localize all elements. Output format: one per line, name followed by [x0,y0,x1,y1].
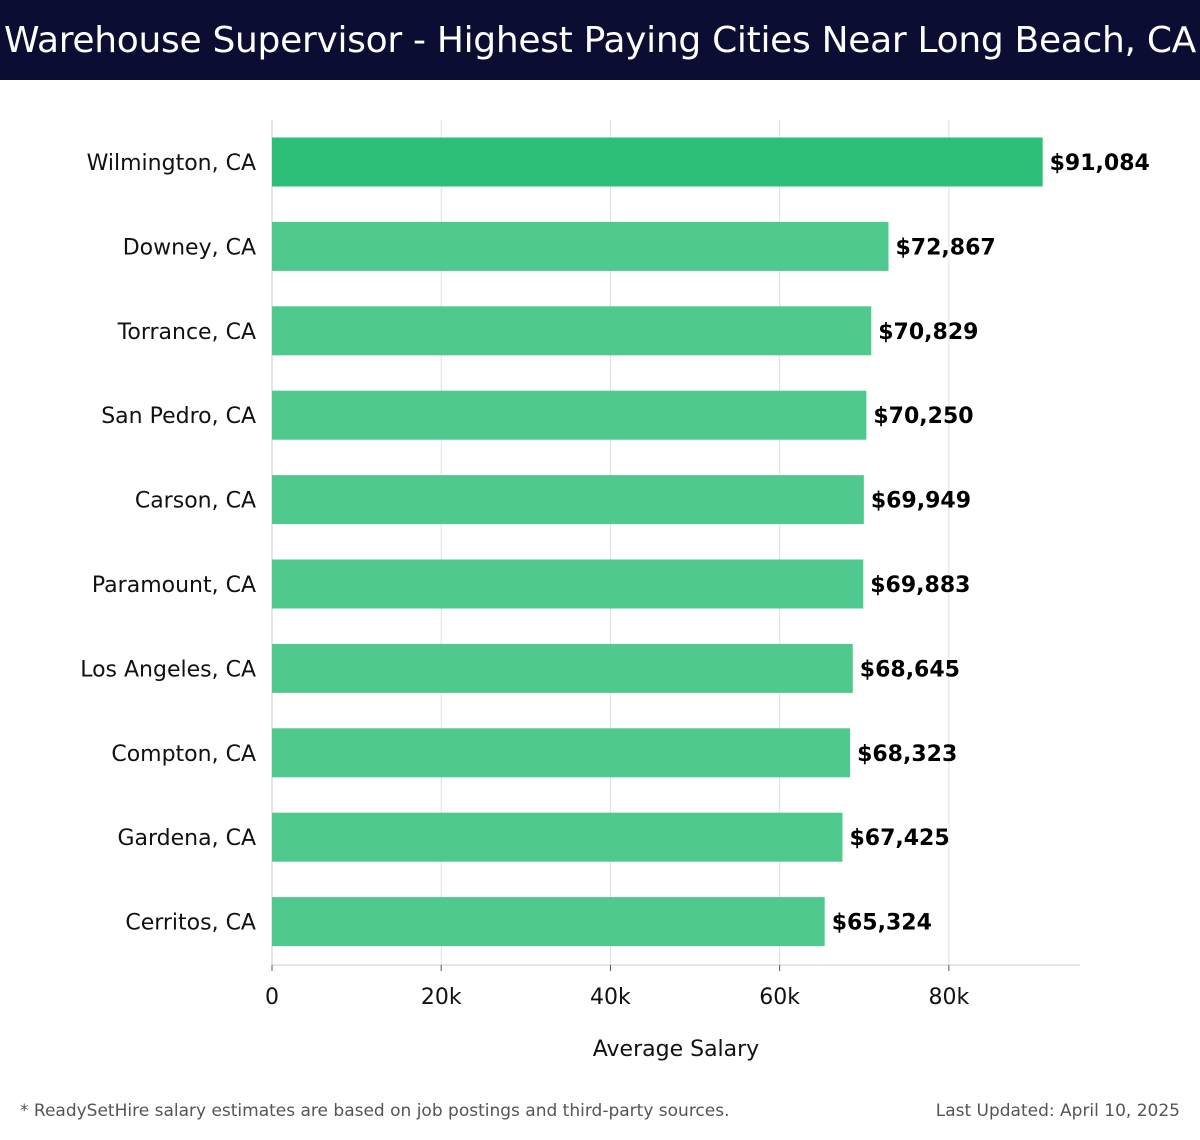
x-tick-label: 40k [590,985,631,1010]
bar [272,306,872,356]
bar [272,728,851,778]
x-tick-label: 60k [759,985,800,1010]
category-label: Paramount, CA [92,573,256,598]
chart-title: Warehouse Supervisor - Highest Paying Ci… [3,19,1197,61]
category-label: Los Angeles, CA [80,657,256,682]
category-label: Wilmington, CA [87,151,256,176]
bar [272,559,864,609]
x-tick-label: 80k [928,985,969,1010]
value-label: $69,883 [870,573,970,598]
last-updated: Last Updated: April 10, 2025 [935,1101,1180,1121]
value-label: $70,829 [878,320,978,345]
value-label: $65,324 [832,911,932,936]
category-label: Carson, CA [135,489,256,514]
x-tick-label: 20k [421,985,462,1010]
bar [272,137,1043,187]
value-label: $91,084 [1050,151,1150,176]
value-label: $67,425 [849,826,949,851]
bar [272,643,853,693]
footnote: * ReadySetHire salary estimates are base… [20,1101,730,1121]
bar [272,221,889,271]
category-label: Cerritos, CA [125,911,256,936]
x-tick-label: 0 [265,985,279,1010]
value-label: $72,867 [896,235,996,260]
category-label: San Pedro, CA [101,404,256,429]
title-bar: Warehouse Supervisor - Highest Paying Ci… [0,0,1200,80]
bar [272,475,864,525]
value-label: $69,949 [871,489,971,514]
category-label: Downey, CA [123,235,256,260]
bar [272,812,843,862]
category-label: Torrance, CA [117,320,256,345]
category-label: Compton, CA [111,742,256,767]
value-label: $68,645 [860,657,960,682]
value-label: $70,250 [873,404,973,429]
category-label: Gardena, CA [117,826,256,851]
value-label: $68,323 [857,742,957,767]
bar [272,897,825,947]
x-axis-label: Average Salary [593,1037,759,1062]
bar [272,390,867,440]
